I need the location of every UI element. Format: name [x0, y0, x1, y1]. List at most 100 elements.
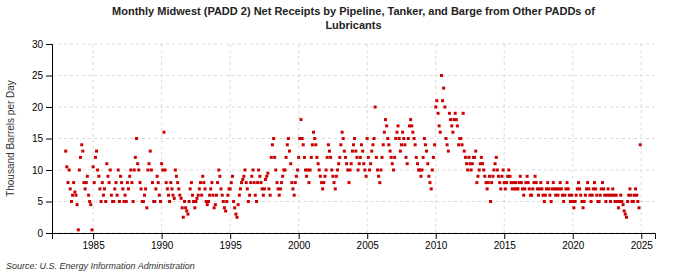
point: [81, 150, 84, 153]
point: [178, 194, 181, 197]
point: [315, 156, 318, 159]
point: [67, 181, 70, 184]
point: [105, 162, 108, 165]
point: [516, 187, 519, 190]
point: [256, 181, 259, 184]
point: [494, 162, 497, 165]
point: [124, 194, 127, 197]
point: [172, 194, 175, 197]
point: [276, 181, 279, 184]
point: [495, 156, 498, 159]
y-axis: 051015202530: [32, 39, 53, 239]
point: [313, 137, 316, 140]
point: [176, 181, 179, 184]
point: [85, 181, 88, 184]
point: [109, 169, 112, 172]
point: [601, 181, 604, 184]
point: [406, 162, 409, 165]
point: [400, 143, 403, 146]
point: [373, 137, 376, 140]
point: [317, 162, 320, 165]
x-tick-mark: [436, 233, 437, 239]
point: [483, 175, 486, 178]
point: [435, 99, 438, 102]
point: [619, 194, 622, 197]
point: [68, 169, 71, 172]
point: [342, 137, 345, 140]
point: [572, 206, 575, 209]
point: [168, 200, 171, 203]
y-tick: 30: [32, 39, 52, 50]
point: [241, 178, 244, 181]
x-tick-mark: [367, 233, 368, 239]
point: [543, 200, 546, 203]
point: [259, 181, 262, 184]
point: [279, 187, 282, 190]
point: [620, 200, 623, 203]
point: [281, 175, 284, 178]
point: [367, 156, 370, 159]
point: [344, 156, 347, 159]
point: [423, 137, 426, 140]
point: [360, 143, 363, 146]
y-tick: 25: [32, 70, 52, 81]
point: [369, 162, 372, 165]
grid-line-x: [572, 44, 573, 233]
point: [314, 143, 317, 146]
point: [199, 181, 202, 184]
point: [577, 181, 580, 184]
point: [110, 194, 113, 197]
point: [432, 156, 435, 159]
point: [530, 194, 533, 197]
point: [366, 137, 369, 140]
point: [583, 200, 586, 203]
point: [97, 175, 100, 178]
point: [70, 200, 73, 203]
point: [626, 200, 629, 203]
point: [156, 175, 159, 178]
point: [148, 162, 151, 165]
point: [288, 150, 291, 153]
grid-line-y: [52, 75, 655, 76]
point: [133, 169, 136, 172]
point: [201, 175, 204, 178]
point: [609, 200, 612, 203]
point: [305, 175, 308, 178]
point: [457, 143, 460, 146]
point: [527, 181, 530, 184]
point: [210, 181, 213, 184]
point: [301, 137, 304, 140]
point: [548, 194, 551, 197]
point: [184, 206, 187, 209]
point: [71, 194, 74, 197]
point: [335, 175, 338, 178]
point: [328, 150, 331, 153]
point: [443, 106, 446, 109]
point: [158, 194, 161, 197]
point: [589, 200, 592, 203]
point: [535, 181, 538, 184]
point: [351, 150, 354, 153]
point: [371, 143, 374, 146]
point: [475, 181, 478, 184]
point: [639, 143, 642, 146]
point: [499, 187, 502, 190]
x-tick-label: 2000: [288, 240, 311, 251]
point: [230, 181, 233, 184]
x-tick: 2015: [494, 233, 517, 251]
grid-line-y: [52, 170, 655, 171]
y-tick: 5: [37, 196, 52, 207]
point: [487, 181, 490, 184]
point: [146, 169, 149, 172]
point: [634, 187, 637, 190]
point: [579, 194, 582, 197]
point: [248, 194, 251, 197]
point: [127, 187, 130, 190]
point: [357, 169, 360, 172]
point: [300, 118, 303, 121]
point: [556, 194, 559, 197]
point: [323, 175, 326, 178]
point: [386, 137, 389, 140]
point: [409, 118, 412, 121]
point: [428, 181, 431, 184]
